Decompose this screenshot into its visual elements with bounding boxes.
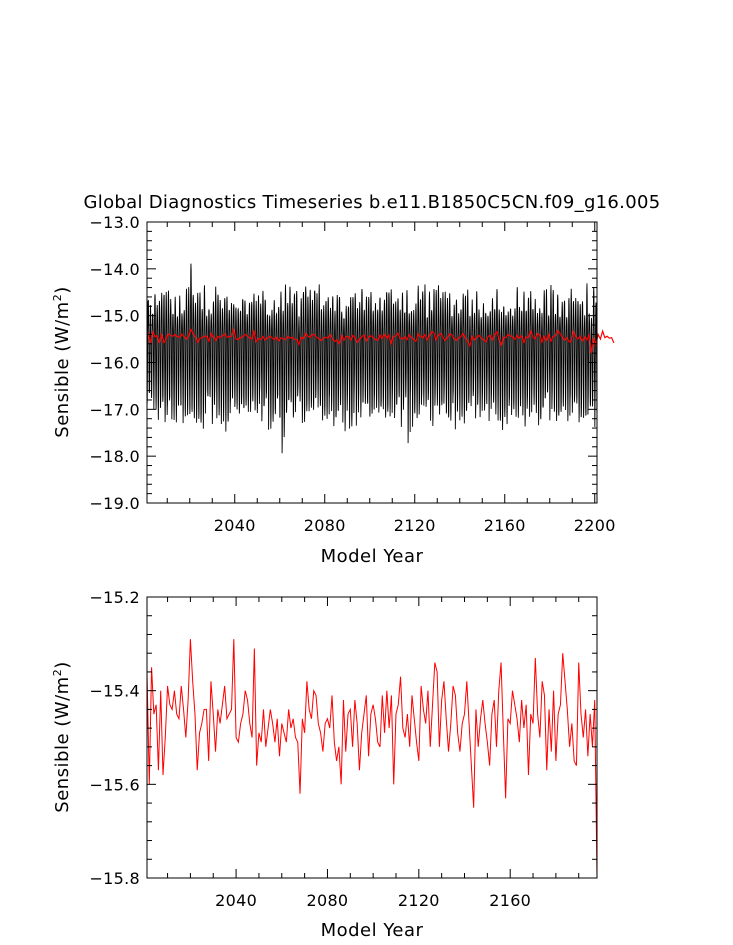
- top-panel-monthly-timeseries: 2040 2080 2120 2160 2200 −13.0 −14.0 −15.0 −16.0…: [51, 213, 615, 567]
- top-y-tick-label: −15.0: [89, 307, 140, 326]
- bottom-x-tick-label: 2120: [398, 891, 440, 910]
- bottom-y-axis-label-close: ): [52, 661, 73, 669]
- top-x-tick-label: 2160: [484, 516, 526, 535]
- top-y-axis-label: Sensible (W/m2): [51, 286, 73, 437]
- bottom-axis-ticks: 2040 2080 2120 2160 −15.2 −15.4 −15.6 −15.8: [89, 588, 597, 910]
- bottom-x-axis-label: Model Year: [321, 920, 424, 941]
- bottom-y-axis-label-base: Sensible (W/m: [52, 676, 73, 812]
- bottom-y-tick-label: −15.6: [89, 775, 140, 794]
- top-series-layer: [146, 263, 615, 454]
- bottom-y-tick-label: −15.2: [89, 588, 140, 607]
- bottom-panel-annual-means: 2040 2080 2120 2160 −15.2 −15.4 −15.6 −15.8 Mod…: [51, 588, 598, 941]
- top-y-axis-label-base: Sensible (W/m: [52, 301, 73, 437]
- top-x-axis-label: Model Year: [321, 546, 424, 567]
- bottom-x-tick-label: 2080: [306, 891, 348, 910]
- bottom-series-layer: [147, 639, 597, 878]
- figure-title: Global Diagnostics Timeseries b.e11.B185…: [84, 192, 661, 213]
- top-y-axis-label-sup: 2: [51, 294, 64, 302]
- annual-mean-series-line-bottom: [147, 639, 597, 878]
- bottom-x-tick-label: 2160: [489, 891, 531, 910]
- top-y-tick-label: −16.0: [89, 354, 140, 373]
- bottom-y-axis-label-sup: 2: [51, 669, 64, 677]
- bottom-y-axis-label: Sensible (W/m2): [51, 661, 73, 812]
- top-axis-ticks: 2040 2080 2120 2160 2200 −13.0 −14.0 −15.0 −16.0…: [89, 213, 615, 535]
- top-y-tick-label: −18.0: [89, 447, 140, 466]
- bottom-y-tick-label: −15.4: [89, 682, 140, 701]
- top-y-axis-label-close: ): [52, 286, 73, 294]
- annual-mean-series-line-top: [147, 326, 615, 354]
- top-y-tick-label: −14.0: [89, 260, 140, 279]
- bottom-y-tick-label: −15.8: [89, 869, 140, 888]
- top-x-tick-label: 2040: [214, 516, 256, 535]
- bottom-plot-frame: [146, 596, 598, 879]
- top-y-tick-label: −19.0: [89, 494, 140, 513]
- top-x-tick-label: 2080: [304, 516, 346, 535]
- bottom-x-tick-label: 2040: [215, 891, 257, 910]
- top-y-tick-label: −13.0: [89, 213, 140, 232]
- top-x-tick-label: 2120: [394, 516, 436, 535]
- monthly-series-line: [146, 263, 598, 454]
- top-y-tick-label: −17.0: [89, 400, 140, 419]
- top-x-tick-label: 2200: [574, 516, 616, 535]
